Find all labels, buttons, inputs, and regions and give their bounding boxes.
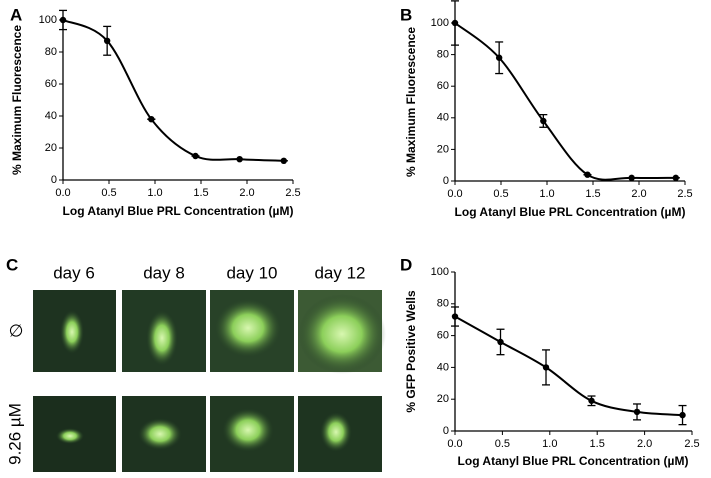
y-axis-label: % Maximum Fluorescence	[404, 27, 418, 177]
point	[672, 174, 679, 182]
y-tick-label: 100	[431, 266, 449, 278]
point	[633, 408, 641, 416]
y-tick-label: 40	[437, 112, 449, 124]
y-tick-label: 100	[431, 17, 449, 29]
point	[588, 397, 595, 404]
x-tick-label: 1.5	[590, 438, 605, 450]
cell-blob	[146, 310, 178, 366]
point	[451, 19, 459, 27]
cell-blob	[56, 428, 84, 444]
x-tick-label: 1.5	[585, 188, 600, 200]
x-axis-label: Log Atanyl Blue PRL Concentration (µM)	[455, 205, 686, 219]
point	[280, 157, 287, 164]
cell-blob	[320, 412, 352, 452]
cell-blob	[138, 418, 182, 450]
y-tick-label: 0	[443, 175, 449, 187]
y-tick-label: 60	[437, 80, 449, 92]
cell-blob	[214, 298, 282, 358]
x-tick-label: 1.0	[147, 187, 162, 199]
point	[59, 16, 67, 24]
panel-label: B	[400, 5, 412, 24]
cell-blob	[222, 408, 274, 452]
point	[540, 117, 547, 125]
point	[495, 54, 503, 61]
y-tick-label: 60	[437, 330, 449, 342]
x-tick-label: 0.5	[101, 187, 116, 199]
panel-label: C	[6, 255, 18, 274]
point	[103, 37, 111, 44]
y-tick-label: 100	[39, 14, 57, 26]
column-label: day 6	[53, 263, 95, 282]
x-axis-label: Log Atanyl Blue PRL Concentration (µM)	[458, 454, 689, 468]
cell-blob	[298, 294, 386, 374]
y-tick-label: 80	[437, 49, 449, 61]
point	[497, 338, 504, 346]
chart: 0 20 40 60 80 100 0.0 0.5 1.0 1.5 2.0 2.5 Log Atanyl…	[10, 9, 301, 218]
x-tick-label: 2.0	[637, 438, 652, 450]
y-tick-label: 20	[437, 393, 449, 405]
x-tick-label: 0.5	[495, 438, 510, 450]
x-tick-label: 2.0	[239, 187, 254, 199]
x-tick-label: 2.5	[285, 187, 300, 199]
point	[679, 411, 686, 419]
x-tick-label: 0.0	[447, 438, 462, 450]
point	[192, 152, 199, 160]
x-tick-label: 0.5	[493, 188, 508, 200]
x-tick-label: 2.0	[631, 188, 646, 200]
column-label: day 12	[314, 263, 365, 282]
y-tick-label: 20	[45, 142, 57, 154]
x-tick-label: 0.0	[55, 187, 70, 199]
point	[148, 116, 155, 123]
y-tick-label: 0	[443, 425, 449, 437]
fit-curve	[62, 19, 284, 162]
x-tick-label: 2.5	[684, 438, 699, 450]
y-tick-label: 60	[45, 78, 57, 90]
point	[628, 174, 635, 182]
fit-curve	[454, 315, 683, 417]
x-tick-label: 1.0	[542, 438, 557, 450]
chart: 0 20 40 60 80 100 0.0 0.5 1.0 1.5 2.0 2.5 Log Atanyl…	[404, 0, 693, 219]
x-tick-label: 1.5	[193, 187, 208, 199]
y-tick-label: 80	[437, 298, 449, 310]
x-tick-label: 0.0	[447, 188, 462, 200]
y-tick-label: 80	[45, 46, 57, 58]
image-grid: day 6 day 8 day 10 day 12 ∅ 9.26 µM	[5, 263, 386, 472]
panel-label: D	[400, 255, 412, 274]
row-label: 9.26 µM	[5, 403, 24, 465]
chart: 0 20 40 60 80 100 0.0 0.5 1.0 1.5 2.0 2.5 Log Atanyl…	[404, 266, 699, 468]
column-label: day 10	[226, 263, 277, 282]
y-axis-label: % Maximum Fluorescence	[10, 25, 24, 175]
cell-blob	[60, 310, 84, 354]
x-tick-label: 1.0	[539, 188, 554, 200]
row-label: ∅	[9, 321, 24, 340]
point	[451, 313, 459, 320]
y-tick-label: 40	[45, 110, 57, 122]
y-tick-label: 40	[437, 361, 449, 373]
point	[584, 171, 591, 178]
x-tick-label: 2.5	[677, 188, 692, 200]
fit-curve	[454, 22, 676, 181]
point	[542, 364, 550, 371]
panel-label: A	[10, 5, 22, 24]
y-tick-label: 20	[437, 143, 449, 155]
point	[236, 156, 243, 163]
column-label: day 8	[143, 263, 185, 282]
y-tick-label: 0	[51, 174, 57, 186]
y-axis-label: % GFP Positive Wells	[404, 290, 418, 413]
x-axis-label: Log Atanyl Blue PRL Concentration (µM)	[63, 204, 294, 218]
